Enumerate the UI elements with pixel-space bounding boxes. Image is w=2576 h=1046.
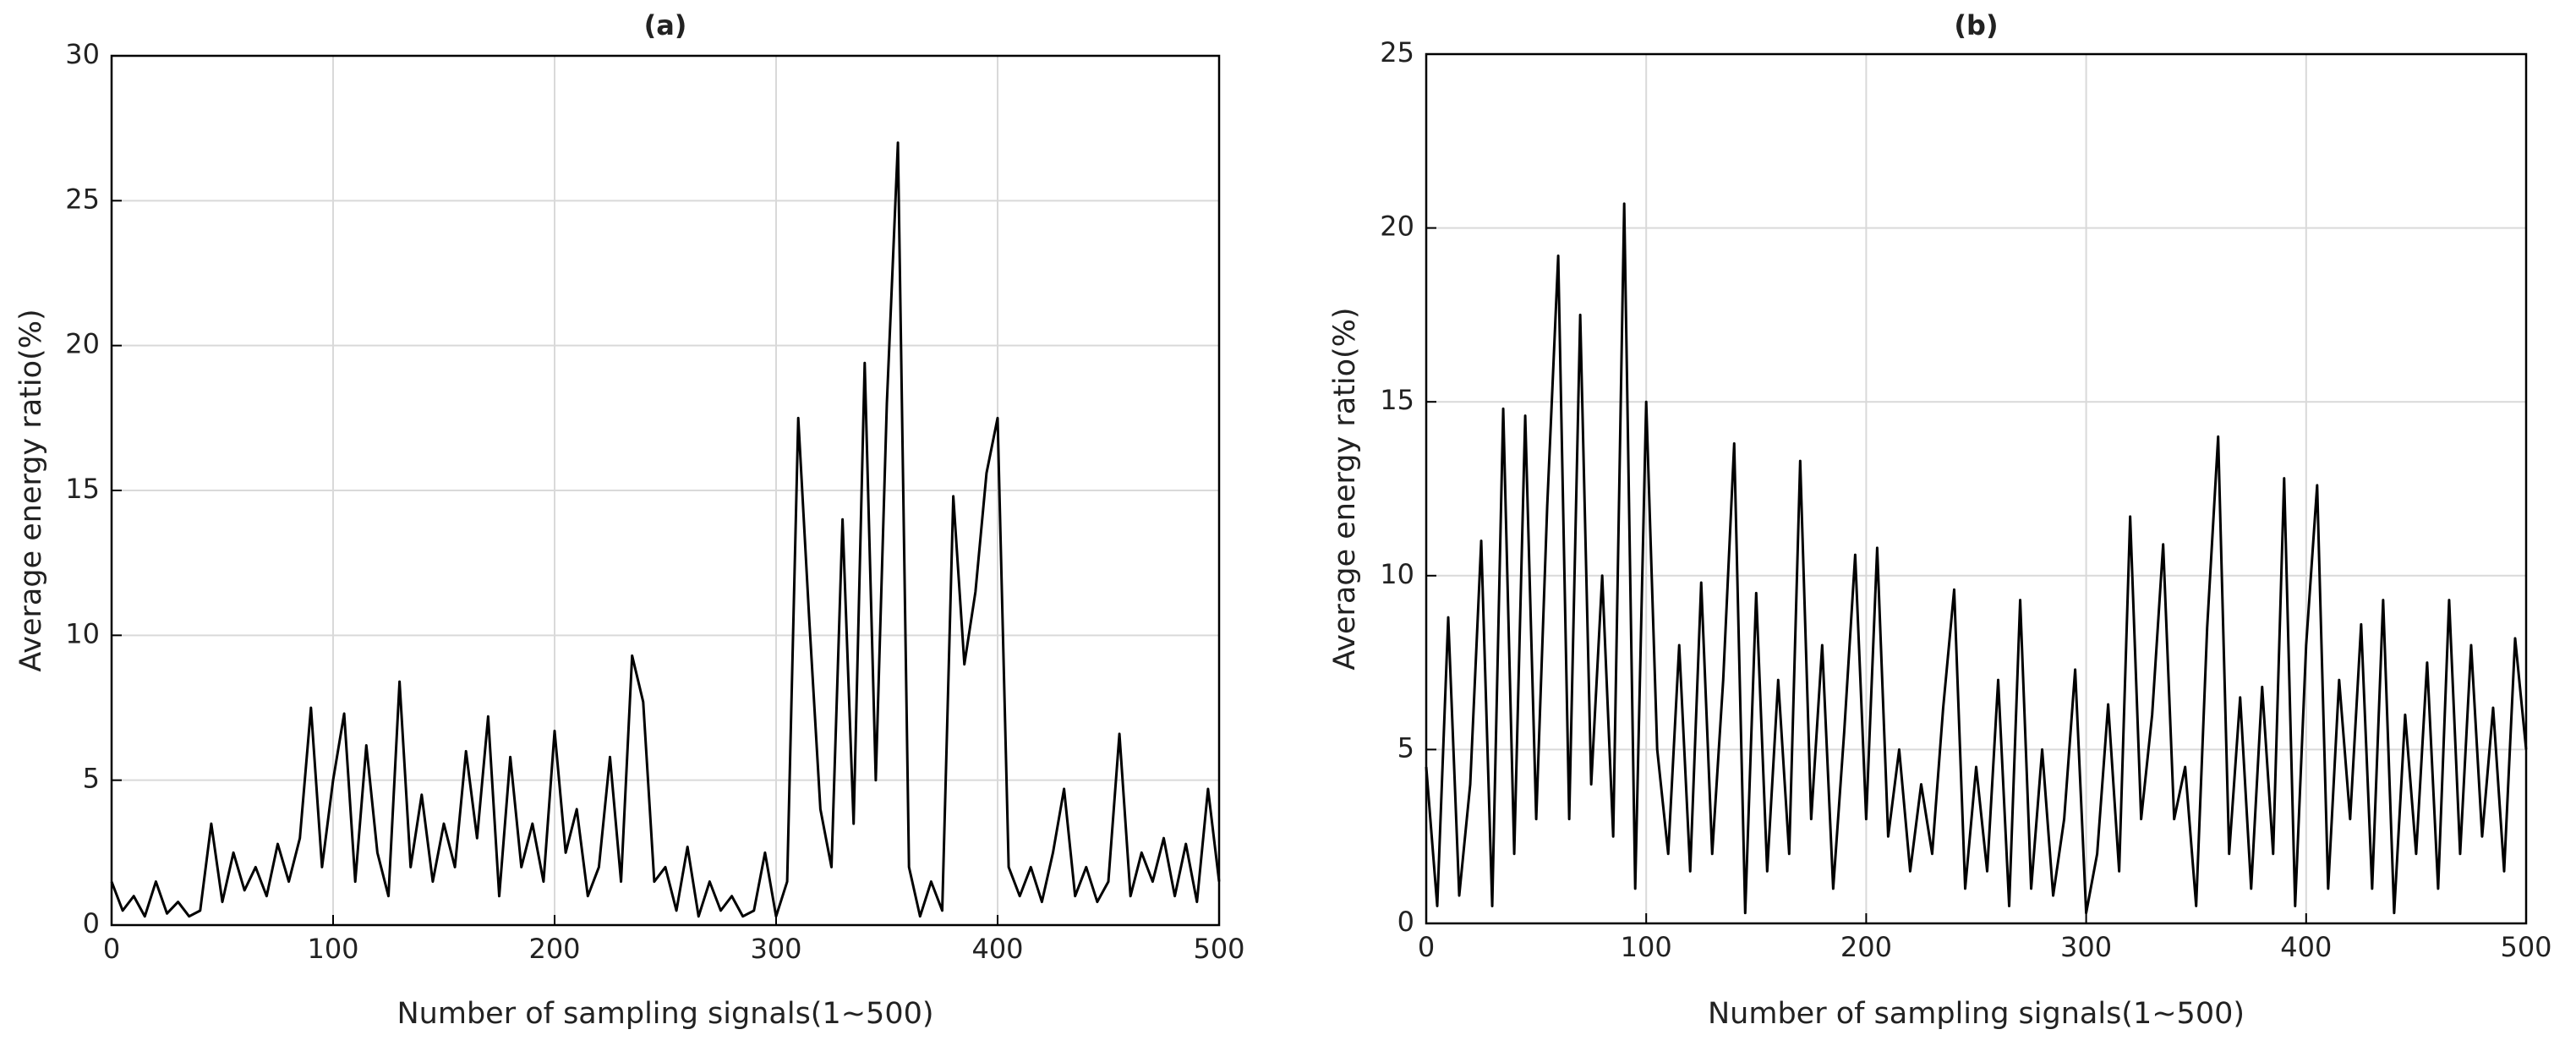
x-tick-label: 400	[2280, 931, 2332, 963]
chart-title: (a)	[644, 9, 687, 41]
data-line	[110, 141, 1221, 918]
x-tick-label: 500	[2500, 931, 2551, 963]
y-tick-label: 20	[65, 328, 100, 360]
y-tick-label: 10	[65, 617, 100, 649]
x-axis-label: Number of sampling signals(1~500)	[1708, 997, 2245, 1031]
x-tick-label: 200	[1840, 931, 1892, 963]
y-axis-label: Average energy ratio(%)	[1328, 307, 1362, 670]
x-tick-label: 300	[750, 933, 801, 965]
y-tick-label: 5	[83, 763, 100, 795]
y-tick-label: 15	[65, 473, 100, 505]
x-tick-label: 500	[1193, 933, 1244, 965]
x-tick-label: 100	[307, 933, 358, 965]
y-tick-label: 10	[1380, 558, 1414, 590]
y-tick-label: 0	[1397, 906, 1414, 938]
y-tick-label: 25	[65, 183, 100, 215]
plot-frame	[1425, 52, 2528, 925]
y-axis-label: Average energy ratio(%)	[14, 309, 48, 671]
y-tick-label: 30	[65, 38, 100, 70]
x-tick-label: 400	[971, 933, 1023, 965]
x-tick-label: 100	[1621, 931, 1672, 963]
y-tick-label: 5	[1397, 731, 1414, 764]
plot-frame	[110, 54, 1221, 927]
y-tick-label: 25	[1380, 36, 1414, 68]
y-tick-label: 15	[1380, 384, 1414, 416]
panel: 0 5 10 15 20 25 0 100 200 300 400 500 (b) Number of s…	[1328, 9, 2552, 1031]
x-tick-label: 0	[103, 933, 120, 965]
y-tick-label: 20	[1380, 211, 1414, 243]
chart-title: (b)	[1954, 9, 1998, 41]
y-tick-label: 0	[83, 907, 100, 939]
data-line	[1425, 202, 2528, 915]
x-tick-label: 200	[528, 933, 580, 965]
x-tick-label: 0	[1418, 931, 1435, 963]
x-axis-label: Number of sampling signals(1~500)	[397, 997, 933, 1031]
x-tick-label: 300	[2060, 931, 2112, 963]
